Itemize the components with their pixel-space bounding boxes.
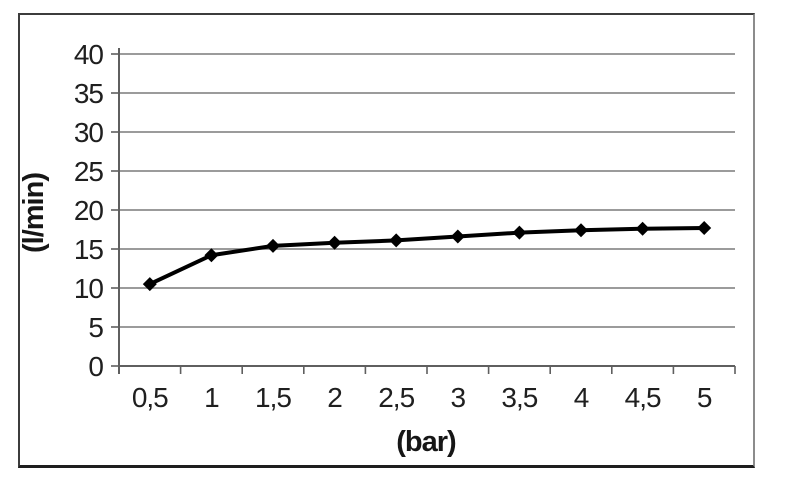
x-tick-label-1: 1 (204, 382, 219, 413)
series-flow-rate-marker-4 (389, 233, 404, 248)
y-axis-title: (l/min) (18, 173, 50, 253)
series-flow-rate-marker-0 (142, 277, 157, 292)
y-tick-label-40: 40 (74, 39, 104, 70)
series-flow-rate-marker-8 (635, 221, 650, 236)
x-tick-label-9: 5 (697, 382, 712, 413)
series-flow-rate-line (147, 225, 707, 287)
series-flow-rate-marker-2 (266, 238, 280, 253)
series-flow-rate-marker-5 (450, 229, 465, 244)
y-tick-label-10: 10 (74, 273, 104, 304)
y-tick-label-20: 20 (74, 195, 104, 226)
series-flow-rate-marker-3 (327, 235, 342, 250)
series-flow-rate-marker-1 (204, 248, 219, 263)
label-layer: 0 5 10 15 20 25 30 35 40 0,5 1 1,5 2 2,5 3 3,5 4 4,5 5 (74, 39, 713, 413)
series-flow-rate-marker-9 (697, 220, 712, 235)
x-tick-label-6: 3,5 (501, 382, 537, 413)
series-flow-rate-marker-6 (512, 225, 527, 240)
x-tick-label-7: 4 (574, 382, 589, 413)
series-flow-rate-marker-7 (574, 223, 588, 238)
x-tick-label-5: 3 (451, 382, 466, 413)
y-tick-label-0: 0 (88, 351, 103, 382)
axis-layer (111, 48, 736, 374)
y-tick-label-35: 35 (74, 78, 104, 109)
x-tick-label-3: 2 (327, 382, 342, 413)
x-tick-label-0: 0,5 (132, 382, 168, 413)
x-tick-label-2: 1,5 (255, 382, 291, 413)
series-layer (142, 220, 712, 292)
x-axis-title: (bar) (396, 426, 456, 458)
x-tick-label-4: 2,5 (378, 382, 414, 413)
y-tick-label-25: 25 (74, 156, 104, 187)
y-tick-label-30: 30 (74, 117, 104, 148)
grid-layer (119, 53, 735, 328)
x-tick-label-8: 4,5 (625, 382, 661, 413)
y-tick-label-15: 15 (74, 234, 104, 265)
y-tick-label-5: 5 (88, 312, 103, 343)
